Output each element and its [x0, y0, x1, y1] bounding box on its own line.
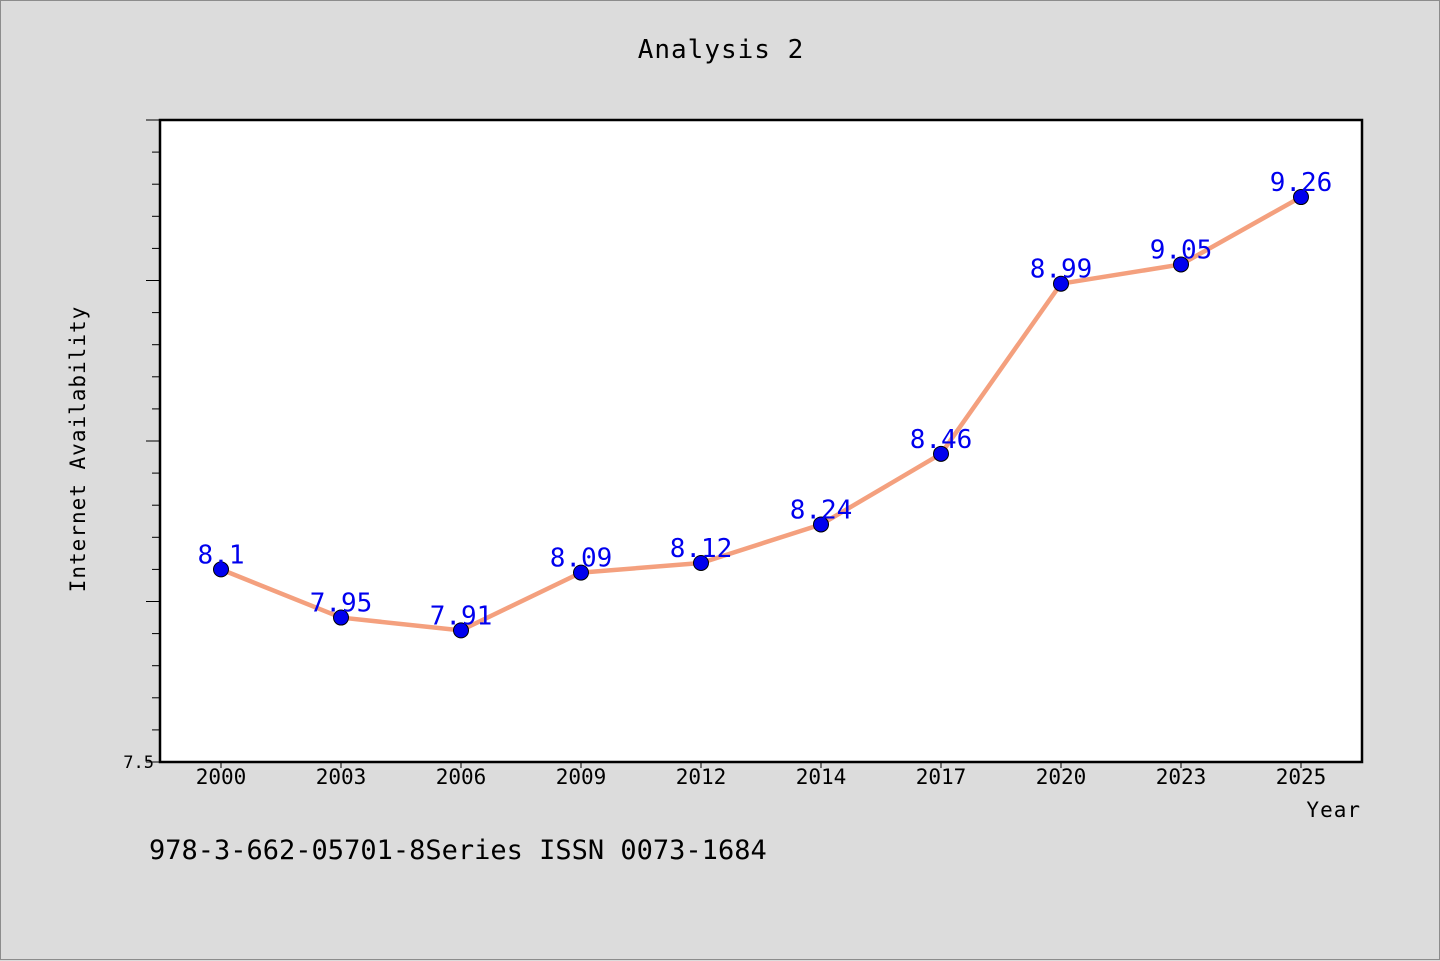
data-point	[813, 516, 829, 533]
data-label: 8.12	[670, 534, 733, 564]
chart-title: Analysis 2	[637, 35, 805, 65]
x-tick-label: 2014	[796, 765, 847, 789]
data-point	[1293, 189, 1309, 206]
data-point	[573, 564, 589, 581]
data-label: 8.46	[910, 425, 973, 455]
data-label: 7.95	[310, 589, 373, 619]
series-line	[218, 194, 1304, 633]
x-axis-label: Year	[1306, 798, 1361, 822]
x-tick-label: 2006	[436, 765, 487, 789]
x-tick-label: 2009	[556, 765, 607, 789]
x-tick-label: 2017	[916, 765, 967, 789]
y-tick-label: 7.5	[123, 753, 154, 773]
data-label: 8.99	[1030, 255, 1093, 285]
x-tick-label: 2003	[316, 765, 367, 789]
data-label: 8.09	[550, 544, 613, 574]
data-label: 9.05	[1150, 235, 1213, 265]
series-group: 8.1 7.95 7.91 8.09 8.12 8.24 8.46 8.99 9.05 9.26	[198, 168, 1333, 639]
data-point	[333, 609, 349, 626]
data-point	[453, 622, 469, 639]
x-axis-ticks: 2000 2003 2006 2009 2012 2014 2017 2020 2023 2025	[196, 762, 1327, 789]
data-label: 9.26	[1270, 168, 1333, 198]
data-point	[213, 561, 229, 578]
footer-note: 978-3-662-05701-8Series ISSN 0073-1684	[149, 835, 767, 866]
x-tick-label: 2000	[196, 765, 247, 789]
data-point	[933, 445, 949, 462]
data-label: 8.24	[790, 495, 853, 525]
x-tick-label: 2025	[1276, 765, 1327, 789]
data-label: 8.1	[198, 540, 245, 570]
x-tick-label: 2023	[1156, 765, 1207, 789]
plot-area	[158, 118, 1364, 764]
x-tick-label: 2012	[676, 765, 727, 789]
data-label: 7.91	[430, 601, 493, 631]
x-tick-label: 2020	[1036, 765, 1087, 789]
data-point	[1173, 256, 1189, 273]
data-point	[1053, 275, 1069, 292]
data-point	[693, 554, 709, 571]
y-axis-ticks: 7.5	[123, 119, 160, 773]
y-axis-label: Internet Availability	[66, 306, 90, 593]
